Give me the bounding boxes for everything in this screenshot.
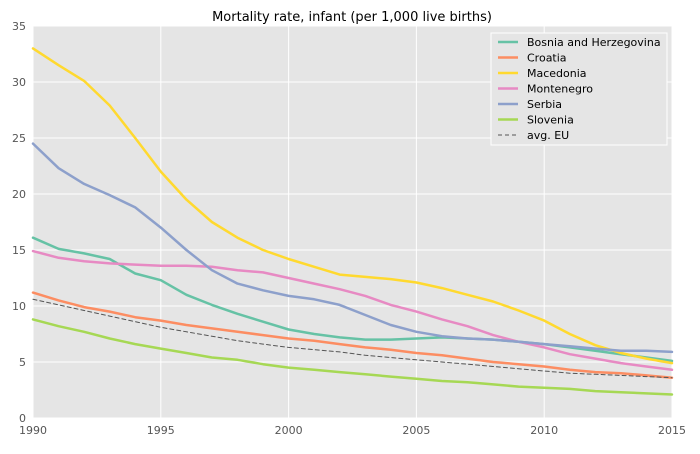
- x-tick-label: 2000: [275, 424, 303, 437]
- y-tick-label: 35: [12, 20, 26, 33]
- y-tick-label: 20: [12, 188, 26, 201]
- y-tick-label: 15: [12, 244, 26, 257]
- legend-label: avg. EU: [527, 129, 569, 142]
- y-tick-label: 0: [19, 412, 26, 425]
- legend-label: Montenegro: [527, 83, 593, 96]
- legend-label: Bosnia and Herzegovina: [527, 36, 661, 49]
- x-tick-label: 2015: [658, 424, 686, 437]
- x-tick-label: 1990: [19, 424, 47, 437]
- legend-box: [490, 32, 668, 146]
- series-line: [31, 291, 674, 379]
- series-line: [31, 47, 674, 365]
- series-line: [31, 249, 674, 372]
- series-lines: [31, 47, 674, 396]
- chart-title: Mortality rate, infant (per 1,000 live b…: [212, 10, 492, 25]
- x-tick-label: 1995: [147, 424, 175, 437]
- series-line: [31, 318, 674, 396]
- legend-label: Serbia: [527, 98, 562, 111]
- legend-label: Croatia: [527, 52, 567, 65]
- legend: Bosnia and Herzegovina Croatia Macedonia Mo…: [490, 32, 668, 146]
- legend-label: Slovenia: [527, 114, 574, 127]
- series-line: [31, 142, 674, 354]
- axis-ticks: 0 5 10 15 20 25 30 35 1990 1995 2000 2005 2010 2015: [12, 20, 686, 437]
- x-tick-label: 2005: [402, 424, 430, 437]
- legend-label: Macedonia: [527, 67, 587, 80]
- x-tick-label: 2010: [530, 424, 558, 437]
- y-tick-label: 10: [12, 300, 26, 313]
- y-tick-label: 25: [12, 132, 26, 145]
- grid-lines: [32, 25, 673, 419]
- series-line: [32, 298, 673, 379]
- y-tick-label: 5: [19, 356, 26, 369]
- y-tick-label: 30: [12, 76, 26, 89]
